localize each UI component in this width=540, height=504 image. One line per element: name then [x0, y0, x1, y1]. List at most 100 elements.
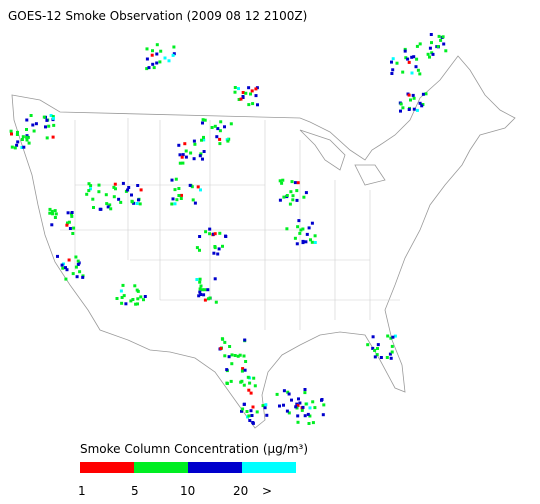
smoke-pixel	[251, 421, 255, 424]
smoke-pixel	[97, 183, 101, 187]
smoke-pixel	[403, 47, 407, 51]
map-title: GOES-12 Smoke Observation (2009 08 12 21…	[8, 9, 307, 23]
smoke-pixel	[42, 115, 46, 119]
smoke-pixel	[78, 270, 82, 274]
smoke-pixel	[230, 362, 234, 366]
smoke-pixel	[97, 190, 101, 194]
smoke-pixel	[122, 294, 126, 298]
smoke-pixel	[74, 255, 78, 259]
smoke-pixel	[177, 187, 181, 190]
smoke-pixel	[71, 272, 75, 276]
smoke-pixel	[201, 288, 205, 292]
smoke-pixel	[179, 197, 183, 200]
smoke-pixel	[117, 197, 121, 201]
smoke-pixel	[151, 62, 155, 66]
smoke-pixel	[225, 382, 229, 385]
smoke-pixel	[308, 406, 312, 410]
smoke-pixel	[390, 350, 394, 354]
smoke-pixel	[288, 202, 292, 206]
smoke-pixel	[92, 206, 95, 209]
smoke-pixel	[243, 368, 247, 372]
smoke-pixel	[285, 409, 289, 413]
smoke-pixel	[89, 187, 92, 191]
smoke-pixel	[199, 188, 202, 192]
smoke-pixel	[256, 103, 259, 107]
smoke-pixel	[282, 195, 286, 199]
smoke-pixel	[404, 56, 408, 60]
smoke-pixel	[81, 275, 85, 279]
smoke-pixel	[53, 216, 57, 219]
smoke-pixel	[401, 70, 405, 74]
smoke-pixel	[20, 138, 24, 141]
smoke-pixel	[152, 66, 156, 70]
smoke-pixel	[226, 139, 230, 143]
smoke-pixel	[196, 185, 200, 189]
smoke-pixel	[244, 91, 248, 95]
smoke-pixel	[376, 343, 380, 347]
smoke-pixel	[291, 194, 295, 198]
smoke-pixel	[311, 421, 315, 425]
smoke-pixel	[167, 59, 171, 63]
smoke-pixel	[163, 56, 167, 60]
smoke-pixel	[242, 383, 246, 387]
smoke-pixel	[145, 67, 149, 71]
smoke-pixel	[240, 369, 244, 373]
smoke-pixel	[119, 289, 123, 293]
smoke-pixel	[295, 189, 299, 193]
smoke-pixel	[10, 145, 14, 149]
smoke-pixel	[177, 194, 181, 197]
smoke-pixel	[436, 45, 440, 48]
smoke-pixel	[201, 157, 204, 161]
smoke-pixel	[221, 337, 225, 341]
smoke-pixel	[170, 178, 174, 182]
smoke-pixel	[173, 188, 177, 192]
smoke-pixel	[87, 182, 91, 186]
smoke-pixel	[218, 142, 222, 146]
smoke-pixel	[159, 49, 163, 53]
smoke-pixel	[285, 194, 289, 197]
smoke-pixel	[178, 153, 182, 157]
smoke-pixel	[20, 146, 24, 149]
smoke-pixel	[390, 60, 393, 64]
smoke-pixel	[322, 403, 326, 407]
smoke-pixel	[301, 227, 305, 231]
smoke-pixel	[201, 121, 204, 125]
smoke-pixel	[385, 356, 389, 359]
smoke-pixel	[25, 118, 29, 122]
smoke-pixel	[303, 414, 307, 418]
smoke-pixel	[145, 57, 149, 61]
smoke-pixel	[47, 124, 51, 128]
smoke-pixel	[249, 391, 253, 395]
smoke-pixel	[249, 409, 253, 413]
smoke-pixel	[198, 287, 202, 291]
smoke-pixel	[32, 129, 36, 133]
smoke-pixel	[253, 384, 257, 388]
smoke-pixel	[379, 356, 383, 359]
smoke-pixel	[389, 336, 393, 340]
smoke-pixel	[105, 202, 109, 206]
smoke-pixel	[223, 340, 227, 344]
smoke-pixel	[114, 187, 117, 191]
smoke-pixel	[143, 295, 147, 298]
smoke-pixel	[155, 52, 159, 56]
legend-label: 1	[78, 484, 86, 498]
smoke-pixel	[191, 198, 195, 202]
smoke-pixel	[426, 52, 430, 56]
smoke-pixel	[308, 414, 312, 418]
smoke-pixel	[155, 43, 159, 47]
smoke-pixel	[248, 419, 252, 422]
smoke-pixel	[9, 129, 13, 133]
smoke-pixel	[407, 93, 411, 97]
smoke-pixel	[241, 407, 245, 411]
smoke-pixel	[25, 128, 28, 131]
smoke-pixel	[371, 335, 375, 339]
smoke-pixel	[391, 57, 395, 61]
smoke-pixel	[45, 136, 49, 140]
smoke-pixel	[221, 244, 224, 248]
smoke-pixel	[229, 379, 233, 383]
smoke-pixel	[230, 353, 234, 357]
smoke-pixel	[26, 135, 30, 139]
smoke-pixel	[136, 302, 139, 306]
smoke-pixel	[65, 268, 69, 272]
smoke-pixel	[51, 135, 55, 139]
